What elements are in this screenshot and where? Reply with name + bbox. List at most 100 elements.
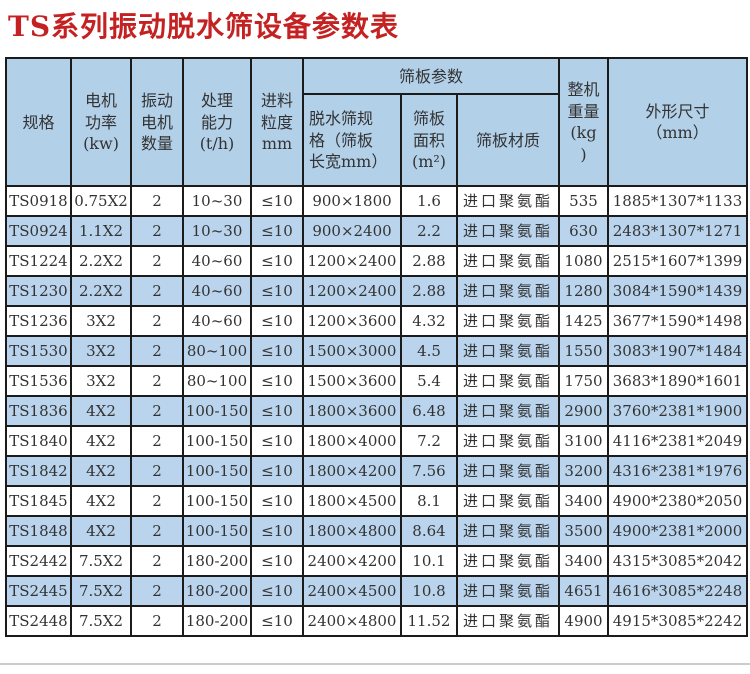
cell-weight: 535: [558, 185, 609, 218]
col-header-capacity: 处理 能力 (t/h): [182, 57, 252, 188]
cell-feed-size: ≤10: [250, 185, 304, 218]
page-title: TS系列振动脱水筛设备参数表: [8, 10, 400, 43]
col-header-dimensions: 外形尺寸 （mm）: [607, 57, 748, 188]
cell-screen-area: 10.1: [400, 545, 458, 578]
cell-vib-motor-qty: 2: [130, 485, 184, 518]
cell-motor-power: 4X2: [70, 395, 132, 428]
cell-capacity: 180-200: [182, 605, 252, 638]
cell-motor-power: 4X2: [70, 455, 132, 488]
cell-feed-size: ≤10: [250, 455, 304, 488]
cell-screen-size: 1800×4000: [302, 425, 402, 458]
table-row: TS1842 4X2 2 100-150 ≤10 1800×4200 7.56 进口聚氨酯 32…: [5, 455, 748, 488]
cell-spec: TS1836: [5, 395, 72, 428]
cell-vib-motor-qty: 2: [130, 305, 184, 338]
cell-dimensions: 2483*1307*1271: [607, 215, 748, 248]
cell-weight: 3500: [558, 515, 609, 548]
cell-capacity: 100-150: [182, 455, 252, 488]
cell-capacity: 10~30: [182, 185, 252, 218]
cell-capacity: 100-150: [182, 485, 252, 518]
cell-spec: TS0924: [5, 215, 72, 248]
table-body: TS0918 0.75X2 2 10~30 ≤10 900×1800 1.6 进口聚氨酯 535…: [5, 185, 748, 638]
cell-feed-size: ≤10: [250, 215, 304, 248]
cell-screen-size: 900×1800: [302, 185, 402, 218]
cell-feed-size: ≤10: [250, 395, 304, 428]
cell-screen-material: 进口聚氨酯: [456, 515, 560, 548]
cell-capacity: 100-150: [182, 515, 252, 548]
cell-motor-power: 7.5X2: [70, 575, 132, 608]
cell-screen-material: 进口聚氨酯: [456, 455, 560, 488]
table-row: TS2445 7.5X2 2 180-200 ≤10 2400×4500 10.8 进口聚氨酯…: [5, 575, 748, 608]
table-row: TS1536 3X2 2 80~100 ≤10 1500×3600 5.4 进口聚氨酯 1750…: [5, 365, 748, 398]
cell-feed-size: ≤10: [250, 335, 304, 368]
col-header-screen-area: 筛板 面积 (m²): [400, 93, 458, 188]
cell-spec: TS2442: [5, 545, 72, 578]
cell-dimensions: 3083*1907*1484: [607, 335, 748, 368]
cell-weight: 1425: [558, 305, 609, 338]
col-header-motor-power: 电机 功率 (kw): [70, 57, 132, 188]
cell-feed-size: ≤10: [250, 515, 304, 548]
cell-weight: 1550: [558, 335, 609, 368]
cell-screen-material: 进口聚氨酯: [456, 335, 560, 368]
cell-spec: TS1230: [5, 275, 72, 308]
cell-feed-size: ≤10: [250, 245, 304, 278]
cell-vib-motor-qty: 2: [130, 245, 184, 278]
cell-dimensions: 4616*3085*2248: [607, 575, 748, 608]
cell-motor-power: 4X2: [70, 485, 132, 518]
cell-spec: TS0918: [5, 185, 72, 218]
cell-spec: TS1530: [5, 335, 72, 368]
cell-screen-size: 1800×4200: [302, 455, 402, 488]
cell-capacity: 40~60: [182, 305, 252, 338]
cell-spec: TS1848: [5, 515, 72, 548]
cell-spec: TS2445: [5, 575, 72, 608]
table-row: TS0918 0.75X2 2 10~30 ≤10 900×1800 1.6 进口聚氨酯 535…: [5, 185, 748, 218]
cell-capacity: 80~100: [182, 365, 252, 398]
cell-dimensions: 4316*2381*1976: [607, 455, 748, 488]
cell-dimensions: 1885*1307*1133: [607, 185, 748, 218]
table-row: TS1224 2.2X2 2 40~60 ≤10 1200×2400 2.88 进口聚氨酯 10…: [5, 245, 748, 278]
cell-motor-power: 4X2: [70, 515, 132, 548]
table-row: TS1530 3X2 2 80~100 ≤10 1500×3000 4.5 进口聚氨酯 1550…: [5, 335, 748, 368]
cell-feed-size: ≤10: [250, 305, 304, 338]
col-group-screen-params: 筛板参数: [302, 57, 560, 96]
cell-capacity: 80~100: [182, 335, 252, 368]
cell-screen-material: 进口聚氨酯: [456, 305, 560, 338]
cell-screen-material: 进口聚氨酯: [456, 485, 560, 518]
cell-vib-motor-qty: 2: [130, 575, 184, 608]
cell-screen-material: 进口聚氨酯: [456, 245, 560, 278]
cell-spec: TS1224: [5, 245, 72, 278]
cell-motor-power: 2.2X2: [70, 275, 132, 308]
cell-motor-power: 3X2: [70, 305, 132, 338]
cell-screen-area: 5.4: [400, 365, 458, 398]
cell-screen-material: 进口聚氨酯: [456, 545, 560, 578]
cell-screen-area: 4.32: [400, 305, 458, 338]
cell-screen-area: 1.6: [400, 185, 458, 218]
cell-vib-motor-qty: 2: [130, 515, 184, 548]
table-row: TS1230 2.2X2 2 40~60 ≤10 1200×2400 2.88 进口聚氨酯 12…: [5, 275, 748, 308]
cell-screen-material: 进口聚氨酯: [456, 425, 560, 458]
cell-weight: 1280: [558, 275, 609, 308]
table-row: TS1236 3X2 2 40~60 ≤10 1200×3600 4.32 进口聚氨酯 1425…: [5, 305, 748, 338]
cell-screen-size: 1200×2400: [302, 245, 402, 278]
cell-spec: TS1236: [5, 305, 72, 338]
cell-screen-size: 1800×3600: [302, 395, 402, 428]
cell-screen-size: 1800×4800: [302, 515, 402, 548]
cell-screen-size: 1800×4500: [302, 485, 402, 518]
cell-screen-size: 1200×2400: [302, 275, 402, 308]
cell-weight: 3100: [558, 425, 609, 458]
cell-dimensions: 3677*1590*1498: [607, 305, 748, 338]
cell-screen-size: 2400×4200: [302, 545, 402, 578]
cell-motor-power: 2.2X2: [70, 245, 132, 278]
cell-weight: 4900: [558, 605, 609, 638]
table-row: TS1845 4X2 2 100-150 ≤10 1800×4500 8.1 进口聚氨酯 340…: [5, 485, 748, 518]
cell-screen-material: 进口聚氨酯: [456, 605, 560, 638]
cell-motor-power: 0.75X2: [70, 185, 132, 218]
cell-screen-area: 6.48: [400, 395, 458, 428]
cell-motor-power: 3X2: [70, 335, 132, 368]
spec-table: 规格 电机 功率 (kw) 振动 电机 数量 处理 能力 (t/h) 进料 粒度…: [5, 57, 748, 638]
cell-dimensions: 4315*3085*2042: [607, 545, 748, 578]
cell-feed-size: ≤10: [250, 425, 304, 458]
cell-vib-motor-qty: 2: [130, 365, 184, 398]
cell-capacity: 180-200: [182, 575, 252, 608]
cell-screen-area: 2.88: [400, 245, 458, 278]
cell-weight: 630: [558, 215, 609, 248]
